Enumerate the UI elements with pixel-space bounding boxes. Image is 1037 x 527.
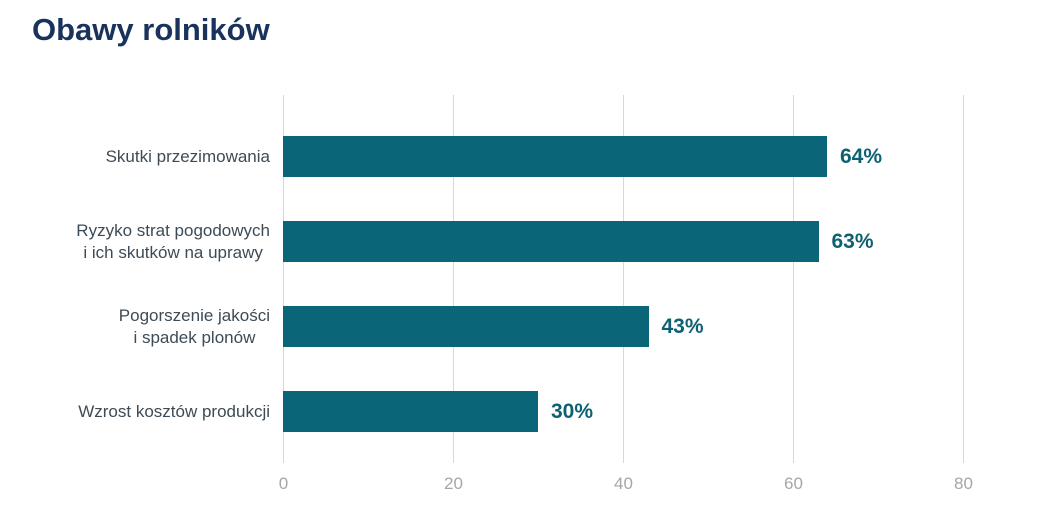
axis-tick-label: 20 xyxy=(444,474,463,493)
gridline xyxy=(453,95,454,463)
gridline xyxy=(793,95,794,463)
axis-tick-label: 0 xyxy=(278,474,289,493)
category-label: Pogorszenie jakości i spadek plonów xyxy=(118,305,270,347)
gridline xyxy=(623,95,624,463)
bar xyxy=(283,221,819,262)
bar-value-label: 30% xyxy=(551,399,594,423)
gridline xyxy=(963,95,964,463)
gridline xyxy=(283,95,284,463)
category-label: Skutki przezimowania xyxy=(105,146,270,166)
axis-tick-label: 60 xyxy=(784,474,803,493)
bar xyxy=(283,136,827,177)
category-label: Wzrost kosztów produkcji xyxy=(78,401,270,421)
bar xyxy=(283,391,538,432)
chart-title: Obawy rolników xyxy=(32,12,270,47)
bar-value-label: 63% xyxy=(831,229,874,253)
axis-tick-label: 80 xyxy=(954,474,973,493)
bar-value-label: 43% xyxy=(661,314,704,338)
bar xyxy=(283,306,649,347)
axis-tick-label: 40 xyxy=(614,474,633,493)
category-label: Ryzyko strat pogodowych i ich skutków na… xyxy=(76,220,270,262)
bar-value-label: 64% xyxy=(840,144,883,168)
